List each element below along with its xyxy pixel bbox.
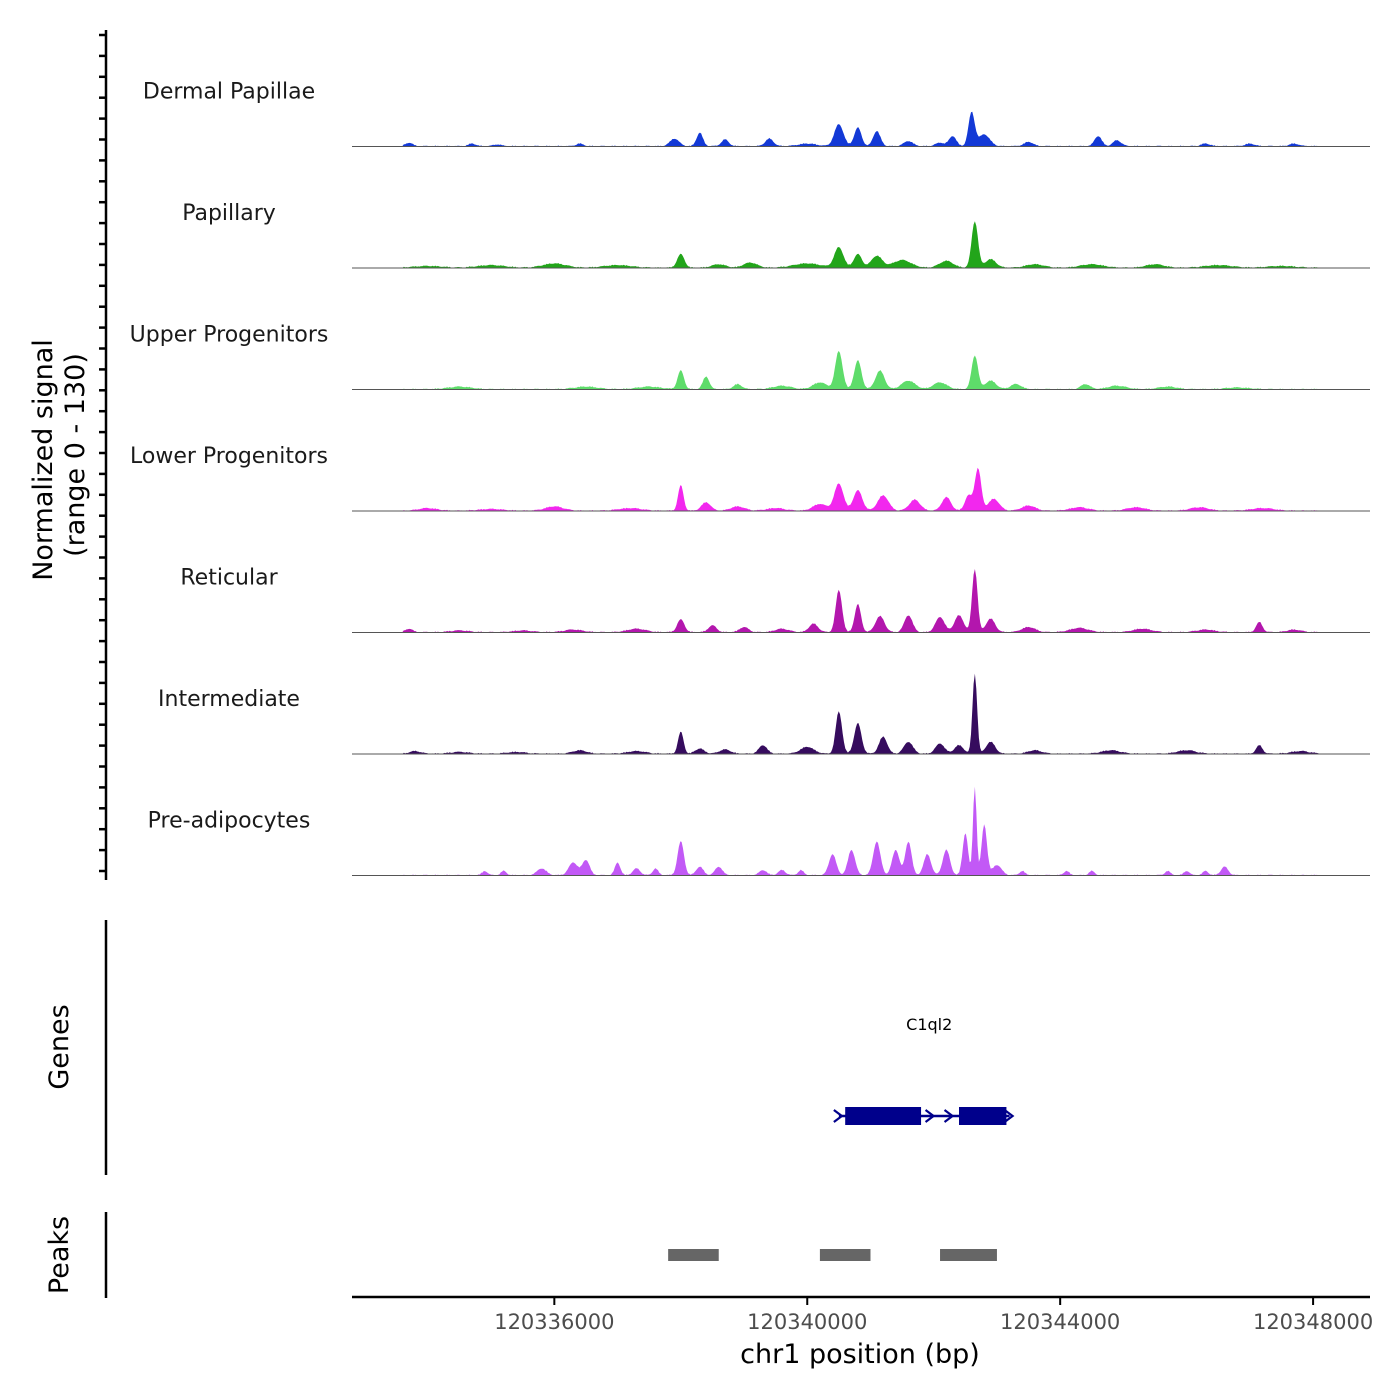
track-pre-adipocytes: Pre-adipocytes	[148, 786, 1370, 876]
x-tick-label: 120336000	[494, 1310, 614, 1334]
track-lower-progenitors: Lower Progenitors	[130, 444, 1370, 512]
coverage-tracks: Dermal Papillae Papillary Upper Progenitor…	[130, 80, 1370, 876]
gene-label-c1ql2: C1ql2	[906, 1015, 952, 1034]
track-label-papillary: Papillary	[182, 201, 276, 226]
signal-y-axis-title-line1: Normalized signal	[28, 339, 59, 581]
signal-area-upper-progenitors	[402, 350, 1320, 390]
track-label-reticular: Reticular	[180, 566, 278, 591]
track-label-intermediate: Intermediate	[158, 687, 300, 712]
signal-area-reticular	[402, 569, 1320, 633]
track-label-pre-adipocytes: Pre-adipocytes	[148, 809, 311, 834]
track-label-lower-progenitors: Lower Progenitors	[130, 444, 328, 469]
genes-track: C1ql2	[833, 1015, 1015, 1125]
gene-exon	[959, 1107, 1007, 1125]
strand-arrow	[1003, 1109, 1015, 1123]
signal-area-dermal-papillae	[402, 111, 1320, 147]
signal-area-papillary	[402, 221, 1320, 268]
peak-region	[819, 1249, 871, 1261]
track-label-dermal-papillae: Dermal Papillae	[143, 80, 315, 105]
peak-region	[940, 1249, 997, 1261]
strand-arrow	[924, 1109, 936, 1123]
track-upper-progenitors: Upper Progenitors	[130, 323, 1370, 390]
peak-region	[668, 1249, 719, 1261]
signal-y-axis-title-line2: (range 0 - 130)	[60, 353, 91, 557]
signal-area-intermediate	[402, 673, 1320, 754]
signal-area-pre-adipocytes	[402, 786, 1320, 876]
peaks-track-title: Peaks	[44, 1216, 75, 1294]
signal-area-lower-progenitors	[402, 467, 1320, 511]
x-tick-label: 120344000	[1000, 1310, 1120, 1334]
track-dermal-papillae: Dermal Papillae	[143, 80, 1370, 147]
x-tick-label: 120340000	[747, 1310, 867, 1334]
x-axis-ticks: 120336000 120340000 120344000 120348000	[494, 1297, 1373, 1334]
x-tick-label: 120348000	[1253, 1310, 1373, 1334]
peaks-track	[668, 1249, 997, 1261]
gene-exon	[845, 1107, 922, 1125]
signal-y-ticks	[99, 33, 106, 873]
genes-track-title: Genes	[44, 1004, 75, 1089]
track-label-upper-progenitors: Upper Progenitors	[130, 323, 329, 348]
x-axis-title: chr1 position (bp)	[740, 1339, 980, 1370]
track-intermediate: Intermediate	[158, 673, 1370, 755]
strand-arrow	[833, 1109, 844, 1123]
track-papillary: Papillary	[182, 201, 1370, 269]
strand-arrow	[943, 1109, 955, 1123]
track-reticular: Reticular	[180, 566, 1370, 633]
